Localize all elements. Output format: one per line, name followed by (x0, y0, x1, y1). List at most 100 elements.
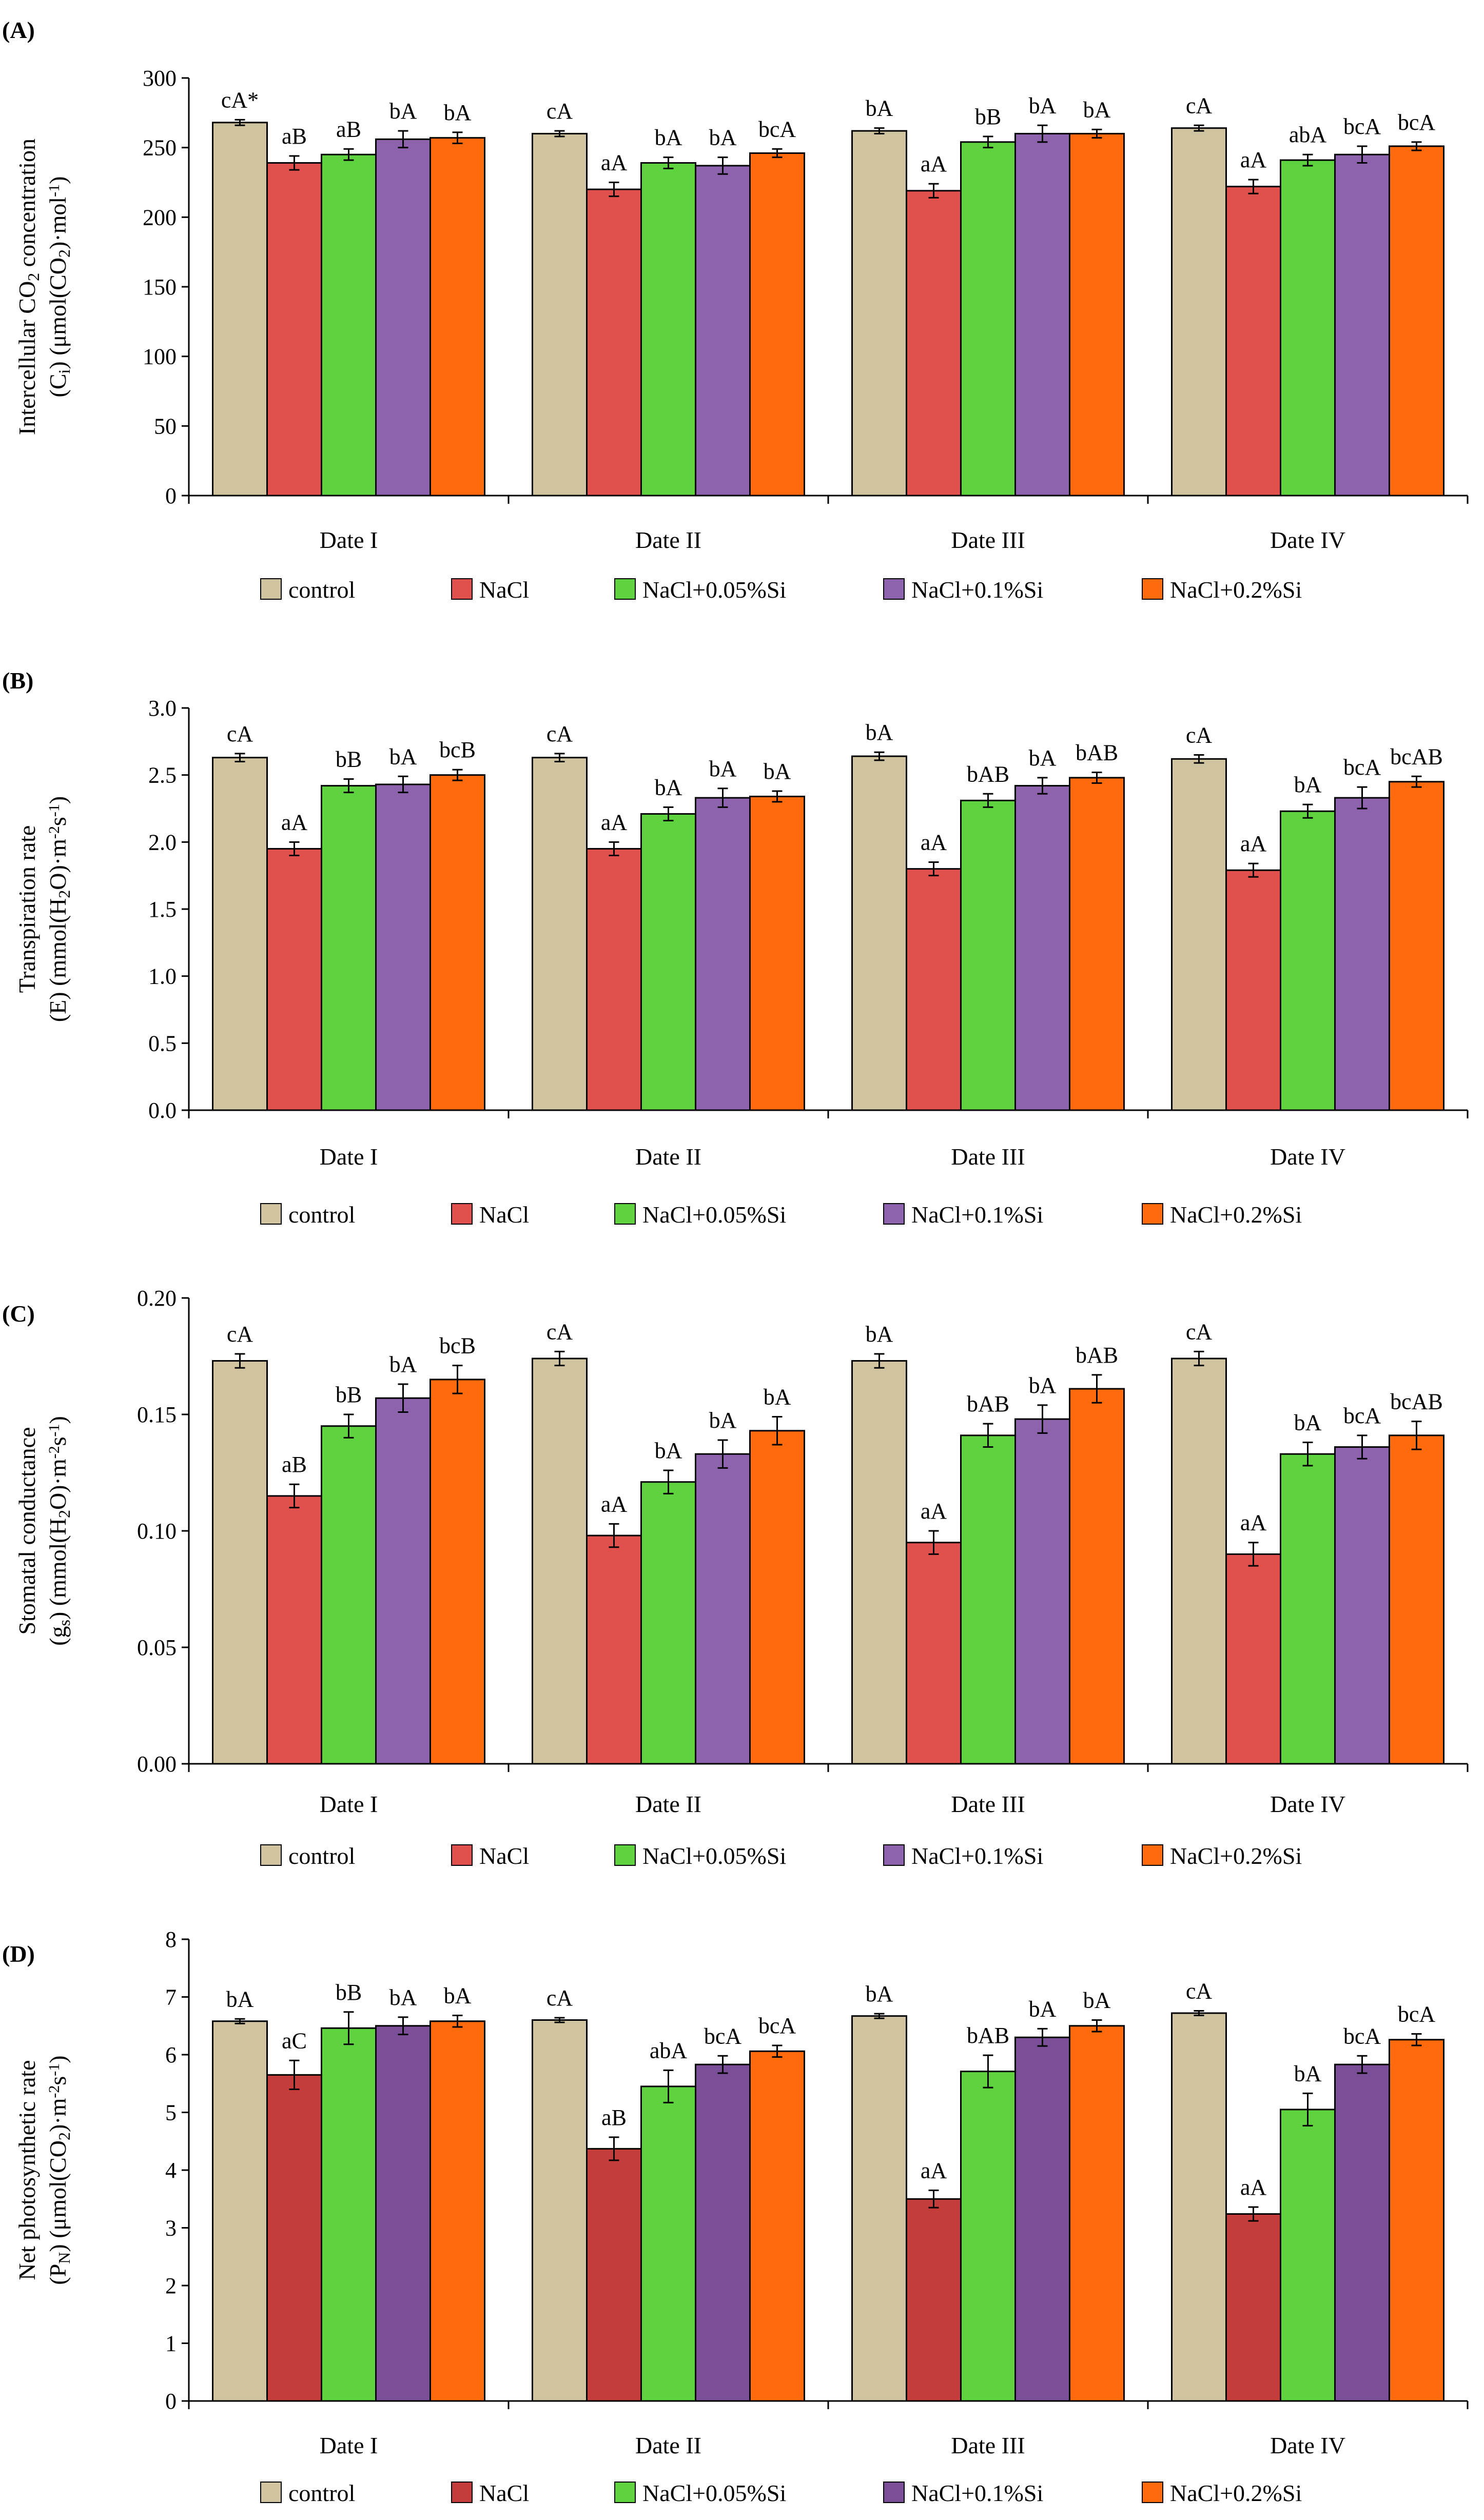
panel-d-bar-nacl (906, 2198, 962, 2402)
panel-a-significance-label: bA (444, 100, 472, 125)
panel-a-ytick-label: 250 (143, 135, 177, 161)
panel-a-error-bar (1091, 128, 1102, 139)
panel-c-significance-label: bAB (967, 1391, 1009, 1416)
panel-b-bar-control (212, 757, 268, 1111)
panel-b-bar-nacl (1225, 869, 1281, 1111)
panel-d-bar-nacl-0-05-si (640, 2085, 696, 2402)
panel-b-error-bar (1302, 803, 1313, 819)
panel-c-bar-nacl-0-05-si (640, 1481, 696, 1765)
panel-d-ytick-label: 7 (165, 1985, 177, 2010)
panel-a-legend-swatch (260, 578, 282, 600)
panel-d-error-bar (289, 2059, 300, 2090)
panel-a-error-bar (554, 130, 565, 137)
panel-d-significance-label: aA (1240, 2175, 1267, 2200)
panel-b-ytick-label: 2.5 (148, 763, 177, 788)
panel-b-error-bar (1037, 777, 1048, 795)
panel-a-bar-control (1171, 127, 1227, 497)
panel-b-bar-nacl-0-05-si (640, 813, 696, 1111)
panel-d-bar-nacl-0-05-si (1280, 2109, 1336, 2402)
panel-a-category-label: Date III (951, 527, 1025, 553)
panel-d-significance-label: bA (1083, 1988, 1111, 2013)
panel-b-bar-nacl-0-1-si (1014, 785, 1070, 1111)
panel-a-category-label: Date IV (1270, 527, 1345, 553)
panel-a-category-label: Date II (635, 527, 701, 553)
panel-d-significance-label: cA (546, 1985, 573, 2011)
panel-c-error-bar (398, 1383, 408, 1413)
panel-a-significance-label: abA (1289, 122, 1327, 147)
panel-a-ytick-label: 0 (165, 483, 177, 508)
panel-d-ytick-label: 1 (165, 2331, 177, 2356)
panel-c-ytick-label: 0.15 (137, 1402, 177, 1427)
panel-a-significance-label: aB (336, 116, 361, 142)
panel-c-ytick-label: 0.05 (137, 1635, 177, 1660)
panel-b-significance-label: bcAB (1390, 744, 1443, 769)
panel-d-significance-label: bA (444, 1983, 472, 2009)
panel-b-legend-label: NaCl (479, 1202, 529, 1228)
panel-a-significance-label: bcA (1343, 114, 1381, 139)
panel-a-legend-swatch (883, 578, 905, 600)
panel-c-legend-swatch (1142, 1844, 1163, 1866)
panel-d-bar-nacl-0-1-si (695, 2063, 751, 2402)
panel-b-bar-nacl-0-2-si (1389, 781, 1444, 1111)
panel-c-ytick-label: 0.20 (137, 1286, 177, 1311)
panel-c-bar-nacl-0-05-si (960, 1434, 1016, 1765)
panel-a-error-bar (343, 148, 354, 161)
panel-c-bar-control (212, 1360, 268, 1765)
panel-d-legend-label: control (288, 2480, 355, 2506)
panel-b-significance-label: bA (764, 759, 791, 784)
panel-d-error-bar (609, 2136, 619, 2161)
panel-c-chart: (C) Stomatal conductance(gs) (mmol(H2O)·m… (2, 1286, 1469, 1869)
panel-a-bar-nacl-0-2-si (749, 152, 805, 497)
panel-d-bar-nacl-0-2-si (429, 2020, 485, 2402)
panel-d-ytick-label: 3 (165, 2216, 177, 2241)
panel-d-bar-nacl (1225, 2213, 1281, 2402)
panel-b-bar-nacl (586, 848, 642, 1111)
panel-c-category-label: Date IV (1270, 1791, 1345, 1817)
panel-b-bar-nacl-0-2-si (749, 795, 805, 1111)
panel-a-significance-label: aB (282, 124, 307, 149)
panel-b-ylabel: Transpiration rate (E) (mmol(H2O)·m-2s-1) (14, 796, 73, 1022)
panel-a-significance-label: aA (921, 151, 947, 176)
panel-a-error-bar (398, 130, 408, 149)
panel-b-legend-label: NaCl+0.05%Si (642, 1202, 786, 1228)
panel-d-bar-control (1171, 2012, 1227, 2402)
panel-b-significance-label: cA (227, 721, 253, 746)
panel-d-ytick-label: 8 (165, 1927, 177, 1952)
panel-b-legend-swatch (614, 1203, 636, 1225)
panel-a-significance-label: aA (1240, 147, 1267, 172)
panel-b-error-bar (983, 793, 993, 808)
panel-b-significance-label: bA (866, 720, 893, 745)
panel-a-error-bar (235, 119, 245, 126)
panel-d-bar-nacl (586, 2148, 642, 2402)
panel-c-bar-nacl-0-2-si (749, 1430, 805, 1765)
panel-d-bar-nacl-0-2-si (1069, 2025, 1125, 2402)
panel-a-bar-nacl-0-1-si (375, 138, 431, 497)
panel-c-error-bar (928, 1530, 939, 1555)
panel-c-significance-label: aA (1240, 1510, 1267, 1535)
panel-c-legend: control NaCl NaCl+0.05%Si NaCl+0.1%Si NaCl+0… (260, 1843, 1302, 1869)
panel-a-bar-nacl-0-2-si (1069, 133, 1125, 497)
panel-b-significance-label: bcB (439, 737, 476, 762)
panel-b-error-bar (874, 751, 885, 761)
panel-d-bar-nacl-0-1-si (375, 2025, 431, 2402)
panel-a-bar-nacl (586, 188, 642, 497)
panel-d-significance-label: aB (601, 2105, 627, 2130)
panel-c-bar-nacl (266, 1495, 322, 1765)
panel-d-ytick-label: 0 (165, 2389, 177, 2414)
panel-b-bar-nacl-0-2-si (1069, 777, 1125, 1111)
panel-d-error-bar (1248, 2206, 1259, 2222)
panel-c-bar-nacl-0-05-si (1280, 1453, 1336, 1765)
panel-a-bar-nacl (1225, 186, 1281, 497)
panel-b-error-bar (398, 775, 408, 794)
panel-c-category-label: Date I (320, 1791, 378, 1817)
panel-b-legend-label: NaCl+0.1%Si (911, 1202, 1043, 1228)
panel-d-significance-label: bA (389, 1985, 417, 2010)
panel-d-legend-swatch (451, 2482, 473, 2503)
panel-d-legend-label: NaCl+0.1%Si (911, 2480, 1043, 2506)
panel-c-bar-nacl-0-1-si (375, 1397, 431, 1765)
panel-a-error-bar (874, 127, 885, 135)
panel-a-bar-control (212, 122, 268, 497)
panel-d-significance-label: bcA (758, 2013, 796, 2038)
panel-b-ytick-label: 0.5 (148, 1031, 177, 1056)
panel-c-significance-label: aA (921, 1499, 947, 1524)
